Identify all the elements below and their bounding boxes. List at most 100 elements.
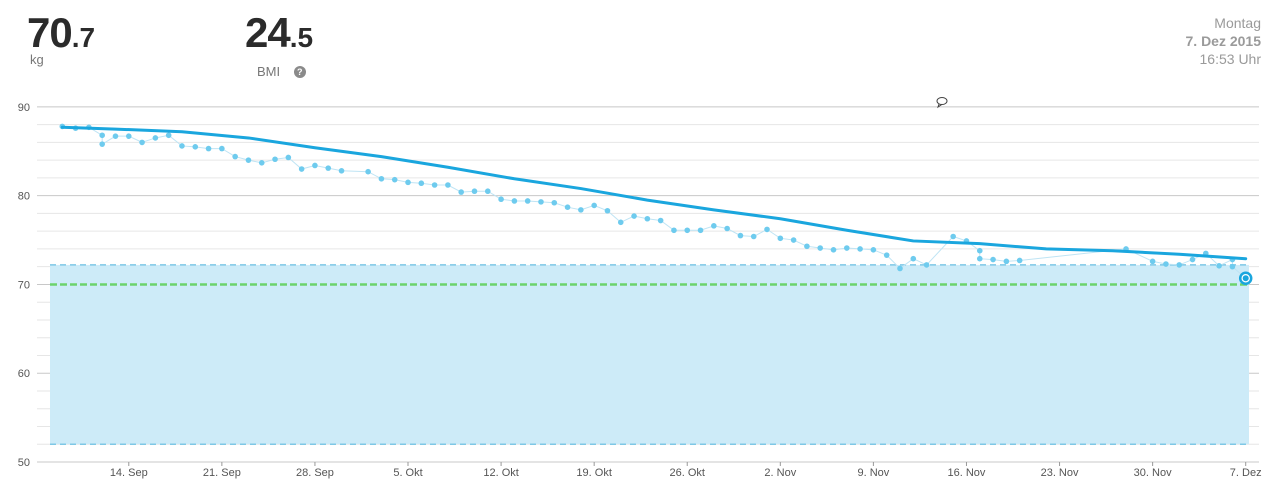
measurement-point (1189, 256, 1196, 263)
measurement-point (724, 225, 730, 232)
measurement-point (1016, 257, 1023, 264)
comment-icon[interactable] (936, 97, 948, 109)
measurement-point (631, 213, 637, 219)
measurement-point (179, 143, 185, 149)
measurement-point (830, 247, 837, 253)
measurement-point (298, 166, 305, 172)
measurement-point (910, 255, 917, 262)
measurement-point (232, 153, 238, 160)
x-tick-label: 16. Nov (948, 467, 986, 479)
measurement-point (684, 227, 691, 234)
y-tick-label: 70 (18, 279, 30, 291)
measurement-point (285, 154, 292, 161)
measurement-point (671, 227, 677, 234)
x-tick-label: 28. Sep (296, 467, 334, 479)
measurement-point (1149, 258, 1156, 265)
y-tick-label: 50 (18, 457, 30, 469)
healthy-range-band (50, 264, 1249, 445)
measurement-point (205, 145, 212, 152)
weight-integer: 70 (27, 9, 73, 56)
y-tick-label: 60 (18, 368, 30, 380)
selected-date: Montag 7. Dez 2015 16:53 Uhr (1186, 14, 1262, 68)
marker-layer (1238, 271, 1253, 285)
help-icon[interactable]: ? (293, 66, 306, 78)
measurement-point (604, 207, 611, 214)
measurement-point (445, 182, 451, 188)
current-point-dot (1242, 275, 1249, 282)
measurement-point (165, 132, 172, 139)
measurement-point (431, 182, 438, 188)
measurement-point (365, 168, 371, 175)
measurement-point (391, 176, 398, 183)
measurement-point (857, 246, 863, 252)
measurement-point (192, 144, 199, 150)
measurement-point (524, 198, 531, 204)
x-tick-label: 2. Nov (764, 467, 796, 479)
measurement-point (817, 245, 824, 251)
measurement-point (564, 204, 571, 210)
measurement-point (139, 139, 145, 146)
measurement-point (511, 198, 518, 204)
current-bmi: 24.5 BMI ? (245, 10, 314, 80)
measurement-point (219, 145, 225, 152)
measurement-point (338, 168, 345, 174)
measurement-point (538, 199, 544, 205)
x-tick-label: 21. Sep (203, 467, 241, 479)
bmi-decimal: .5 (289, 22, 314, 53)
trend-layer (60, 125, 1248, 261)
measurement-point (471, 188, 478, 195)
measurement-point (790, 237, 797, 243)
time: 16:53 Uhr (1199, 51, 1261, 67)
measurement-point (870, 247, 877, 253)
measurement-point (498, 196, 504, 203)
measurement-point (764, 226, 770, 233)
x-tick-label: 14. Sep (110, 467, 148, 479)
measurement-point (1163, 261, 1169, 267)
measurement-point (484, 188, 491, 195)
bmi-label: BMI (257, 64, 281, 79)
measurement-point (737, 232, 744, 239)
axis-layer: 50 60 70 80 90 14. Sep 21. Sep 28. Sep 5. Okt 12.… (18, 102, 1262, 479)
measurement-point (551, 199, 558, 206)
x-tick-label: 7. Dez (1230, 467, 1262, 479)
measurement-point (923, 262, 930, 268)
x-tick-label: 19. Okt (576, 467, 611, 479)
band-layer (50, 264, 1249, 445)
measurement-point (125, 133, 132, 139)
measurement-point (245, 157, 252, 163)
weekday: Montag (1214, 15, 1261, 31)
measurement-point (418, 180, 425, 187)
measurement-point (578, 207, 584, 213)
measurement-point (99, 132, 105, 139)
measurement-point (591, 202, 597, 209)
measurement-point (897, 265, 903, 272)
measurement-point (1216, 262, 1222, 269)
weight-decimal: .7 (71, 22, 96, 53)
measurement-point (152, 135, 159, 141)
measurement-point (644, 215, 651, 222)
measurement-point (883, 252, 890, 258)
measurement-point (312, 162, 318, 169)
x-tick-label: 23. Nov (1041, 467, 1079, 479)
weight-unit: kg (30, 52, 44, 67)
measurement-point (976, 255, 983, 262)
x-tick-label: 26. Okt (670, 467, 705, 479)
measurement-point (1003, 258, 1010, 265)
date: 7. Dez 2015 (1185, 33, 1262, 49)
measurement-point (617, 219, 624, 226)
measurement-point (804, 243, 810, 250)
measurement-point (657, 217, 664, 224)
measurement-point (950, 233, 956, 240)
measurement-point (272, 156, 278, 163)
x-tick-label: 12. Okt (483, 467, 518, 479)
comment-layer (936, 97, 948, 109)
bmi-label-row: BMI ? (257, 64, 306, 79)
x-tick-label: 30. Nov (1134, 467, 1172, 479)
measurement-point (990, 256, 996, 263)
measurement-point (976, 247, 983, 254)
measurement-point (697, 227, 704, 234)
measurement-point (378, 175, 385, 182)
measurement-point (750, 233, 757, 240)
measurement-point (99, 141, 105, 147)
